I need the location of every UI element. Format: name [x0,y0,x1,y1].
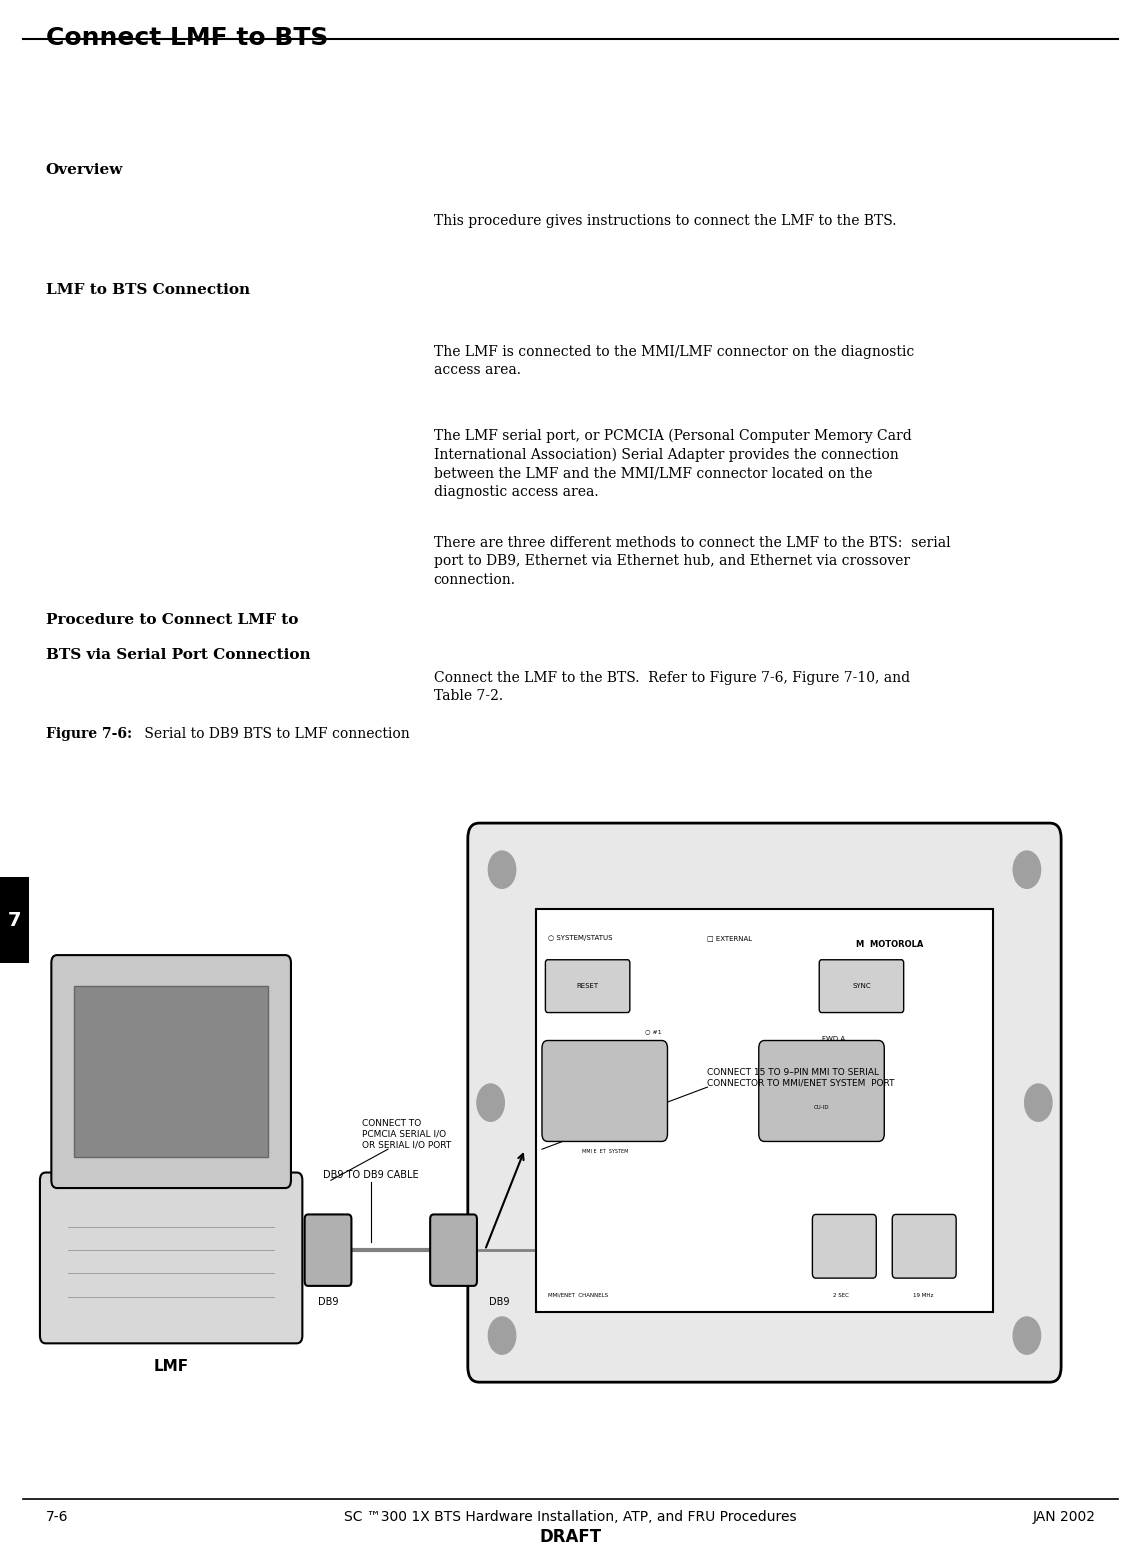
Text: M  MOTOROLA: M MOTOROLA [856,940,923,949]
Circle shape [1013,1317,1041,1354]
Text: Connect the LMF to the BTS.  Refer to Figure 7-6, Figure 7-10, and
Table 7-2.: Connect the LMF to the BTS. Refer to Fig… [434,671,909,704]
Text: LMF to BTS Connection: LMF to BTS Connection [46,283,250,297]
Circle shape [1025,1084,1052,1121]
Text: CU-ID: CU-ID [814,1104,830,1110]
FancyBboxPatch shape [305,1214,351,1286]
Bar [74,986,268,1157]
Text: ○ #1: ○ #1 [645,1028,662,1034]
Text: SYNC: SYNC [852,983,871,989]
Circle shape [477,1084,504,1121]
Text: LMF: LMF [154,1359,188,1374]
Text: Serial to DB9 BTS to LMF connection: Serial to DB9 BTS to LMF connection [140,727,410,741]
Text: MMI E  ET  SYSTEM: MMI E ET SYSTEM [582,1149,628,1154]
Text: RFL A: RFL A [822,1075,841,1081]
Text: Overview: Overview [46,163,123,177]
Text: DB9 TO DB9 CABLE: DB9 TO DB9 CABLE [323,1171,419,1180]
FancyBboxPatch shape [542,1041,667,1141]
FancyBboxPatch shape [759,1041,884,1141]
Text: DB9: DB9 [318,1297,338,1306]
FancyBboxPatch shape [892,1214,956,1278]
Text: The LMF is connected to the MMI/LMF connector on the diagnostic
access area.: The LMF is connected to the MMI/LMF conn… [434,345,914,377]
Text: 7-6: 7-6 [46,1510,68,1523]
Text: CONNECT 15 TO 9–PIN MMI TO SERIAL
CONNECTOR TO MMI/ENET SYSTEM  PORT: CONNECT 15 TO 9–PIN MMI TO SERIAL CONNEC… [707,1068,895,1087]
FancyBboxPatch shape [430,1214,477,1286]
Text: Connect LMF to BTS: Connect LMF to BTS [46,26,327,50]
Text: Procedure to Connect LMF to: Procedure to Connect LMF to [46,613,298,627]
Text: Figure 7-6:: Figure 7-6: [46,727,131,741]
Text: ○ #2: ○ #2 [645,1059,662,1065]
Text: This procedure gives instructions to connect the LMF to the BTS.: This procedure gives instructions to con… [434,214,896,228]
Text: □ EXTERNAL: □ EXTERNAL [707,935,753,941]
Text: JAN 2002: JAN 2002 [1033,1510,1095,1523]
Circle shape [488,1317,516,1354]
Text: 19 MHz: 19 MHz [913,1292,933,1298]
Text: 2 SEC: 2 SEC [833,1292,849,1298]
Bar [0,877,29,963]
Text: 7: 7 [8,910,22,930]
Text: BTS via Serial Port Connection: BTS via Serial Port Connection [46,648,310,662]
Circle shape [488,851,516,888]
Text: ○ SYSTEM/STATUS: ○ SYSTEM/STATUS [548,935,613,941]
FancyBboxPatch shape [819,960,904,1013]
Text: FWD A: FWD A [822,1036,844,1042]
FancyBboxPatch shape [545,960,630,1013]
FancyBboxPatch shape [812,1214,876,1278]
FancyBboxPatch shape [40,1173,302,1343]
Text: The LMF serial port, or PCMCIA (Personal Computer Memory Card
International Asso: The LMF serial port, or PCMCIA (Personal… [434,429,912,499]
Text: SC ™300 1X BTS Hardware Installation, ATP, and FRU Procedures: SC ™300 1X BTS Hardware Installation, AT… [345,1510,796,1523]
FancyBboxPatch shape [468,823,1061,1382]
FancyBboxPatch shape [51,955,291,1188]
Text: ○ #3: ○ #3 [645,1090,662,1096]
Text: DRAFT: DRAFT [540,1528,601,1547]
Text: MMI/ENET  CHANNELS: MMI/ENET CHANNELS [548,1292,608,1298]
Bar [536,909,993,1312]
Text: ○ #4: ○ #4 [645,1121,662,1127]
Circle shape [1013,851,1041,888]
Text: RESET: RESET [576,983,599,989]
Text: CONNECT TO
PCMCIA SERIAL I/O
OR SERIAL I/O PORT: CONNECT TO PCMCIA SERIAL I/O OR SERIAL I… [362,1120,452,1149]
Text: DB9: DB9 [489,1297,509,1306]
Text: There are three different methods to connect the LMF to the BTS:  serial
port to: There are three different methods to con… [434,536,950,587]
